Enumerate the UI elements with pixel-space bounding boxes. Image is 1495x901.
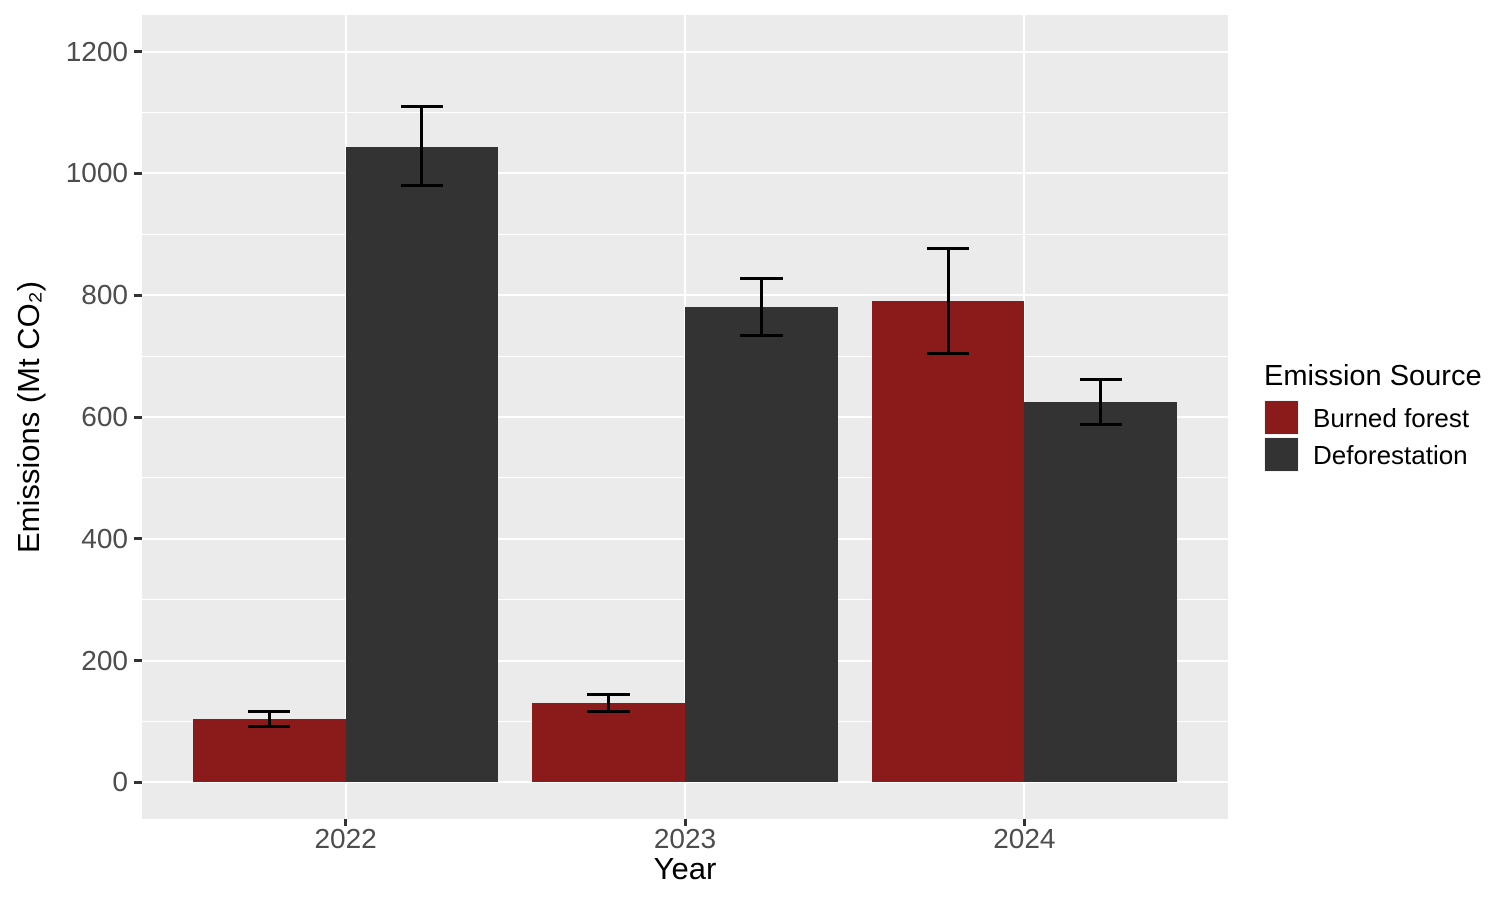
error-bar-deforestation-2022-cap	[400, 104, 444, 108]
error-bar-burned-forest-2022-cap	[248, 710, 291, 714]
y-tick-label: 400	[81, 522, 128, 554]
y-tick-mark	[134, 659, 142, 663]
legend-title: Emission Source	[1264, 360, 1482, 392]
bar-deforestation-2024	[1024, 402, 1178, 783]
error-bar-deforestation-2024-stem	[1099, 379, 1103, 425]
x-tick-mark	[683, 819, 687, 826]
x-tick-mark	[1022, 819, 1026, 826]
legend-label-burned-forest: Burned forest	[1313, 402, 1470, 433]
bar-burned-forest-2024	[871, 301, 1025, 783]
error-bar-deforestation-2022-cap	[400, 184, 444, 188]
legend-label-deforestation: Deforestation	[1313, 439, 1468, 470]
y-tick-label: 600	[81, 401, 128, 432]
error-bar-deforestation-2024-cap	[1079, 422, 1122, 426]
y-tick-mark	[134, 50, 142, 54]
error-bar-burned-forest-2022-cap	[248, 724, 291, 728]
error-bar-deforestation-2022-stem	[420, 106, 424, 186]
legend-item-burned-forest: Burned forest	[1264, 400, 1482, 435]
x-axis-title: Year	[653, 851, 717, 886]
error-bar-deforestation-2023-cap	[740, 277, 783, 281]
error-bar-deforestation-2023-cap	[740, 334, 783, 338]
legend-items: Burned forest Deforestation	[1264, 400, 1482, 472]
legend-swatch-deforestation	[1265, 438, 1298, 471]
y-tick-mark	[134, 780, 142, 784]
x-tick-label: 2024	[993, 823, 1056, 854]
y-tick-label: 1000	[65, 157, 128, 189]
x-tick-label: 2022	[314, 823, 377, 854]
bar-deforestation-2022	[345, 147, 499, 783]
y-tick-mark	[134, 171, 142, 175]
legend-swatch-burned-forest	[1265, 401, 1298, 434]
error-bar-burned-forest-2023-cap	[587, 692, 630, 696]
legend-key-burned-forest	[1264, 400, 1299, 435]
error-bar-burned-forest-2024-cap	[926, 351, 970, 355]
legend: Emission Source Burned forest Deforestati…	[1264, 358, 1482, 474]
legend-item-deforestation: Deforestation	[1264, 437, 1482, 472]
y-tick-label: 800	[81, 279, 128, 311]
error-bar-burned-forest-2022-stem	[267, 711, 271, 727]
y-tick-mark	[134, 293, 142, 297]
y-tick-label: 0	[112, 766, 128, 798]
bar-deforestation-2023	[685, 307, 838, 783]
x-tick-label: 2023	[653, 823, 717, 854]
legend-key-deforestation	[1264, 437, 1299, 472]
y-tick-label: 200	[81, 644, 128, 676]
y-axis-title: Emissions (Mt CO₂)	[11, 280, 46, 554]
error-bar-burned-forest-2023-cap	[587, 710, 630, 714]
bar-burned-forest-2023	[532, 703, 685, 783]
x-tick-mark	[344, 819, 348, 826]
y-tick-mark	[134, 415, 142, 419]
bar-burned-forest-2022	[192, 719, 346, 783]
error-bar-deforestation-2024-cap	[1079, 377, 1122, 381]
error-bar-deforestation-2023-stem	[759, 278, 763, 336]
error-bar-burned-forest-2024-stem	[946, 248, 950, 354]
error-bar-burned-forest-2023-stem	[607, 694, 611, 712]
y-tick-mark	[134, 537, 142, 541]
error-bar-burned-forest-2024-cap	[926, 247, 970, 251]
y-tick-label: 1200	[65, 35, 128, 67]
plot-panel	[142, 15, 1228, 819]
